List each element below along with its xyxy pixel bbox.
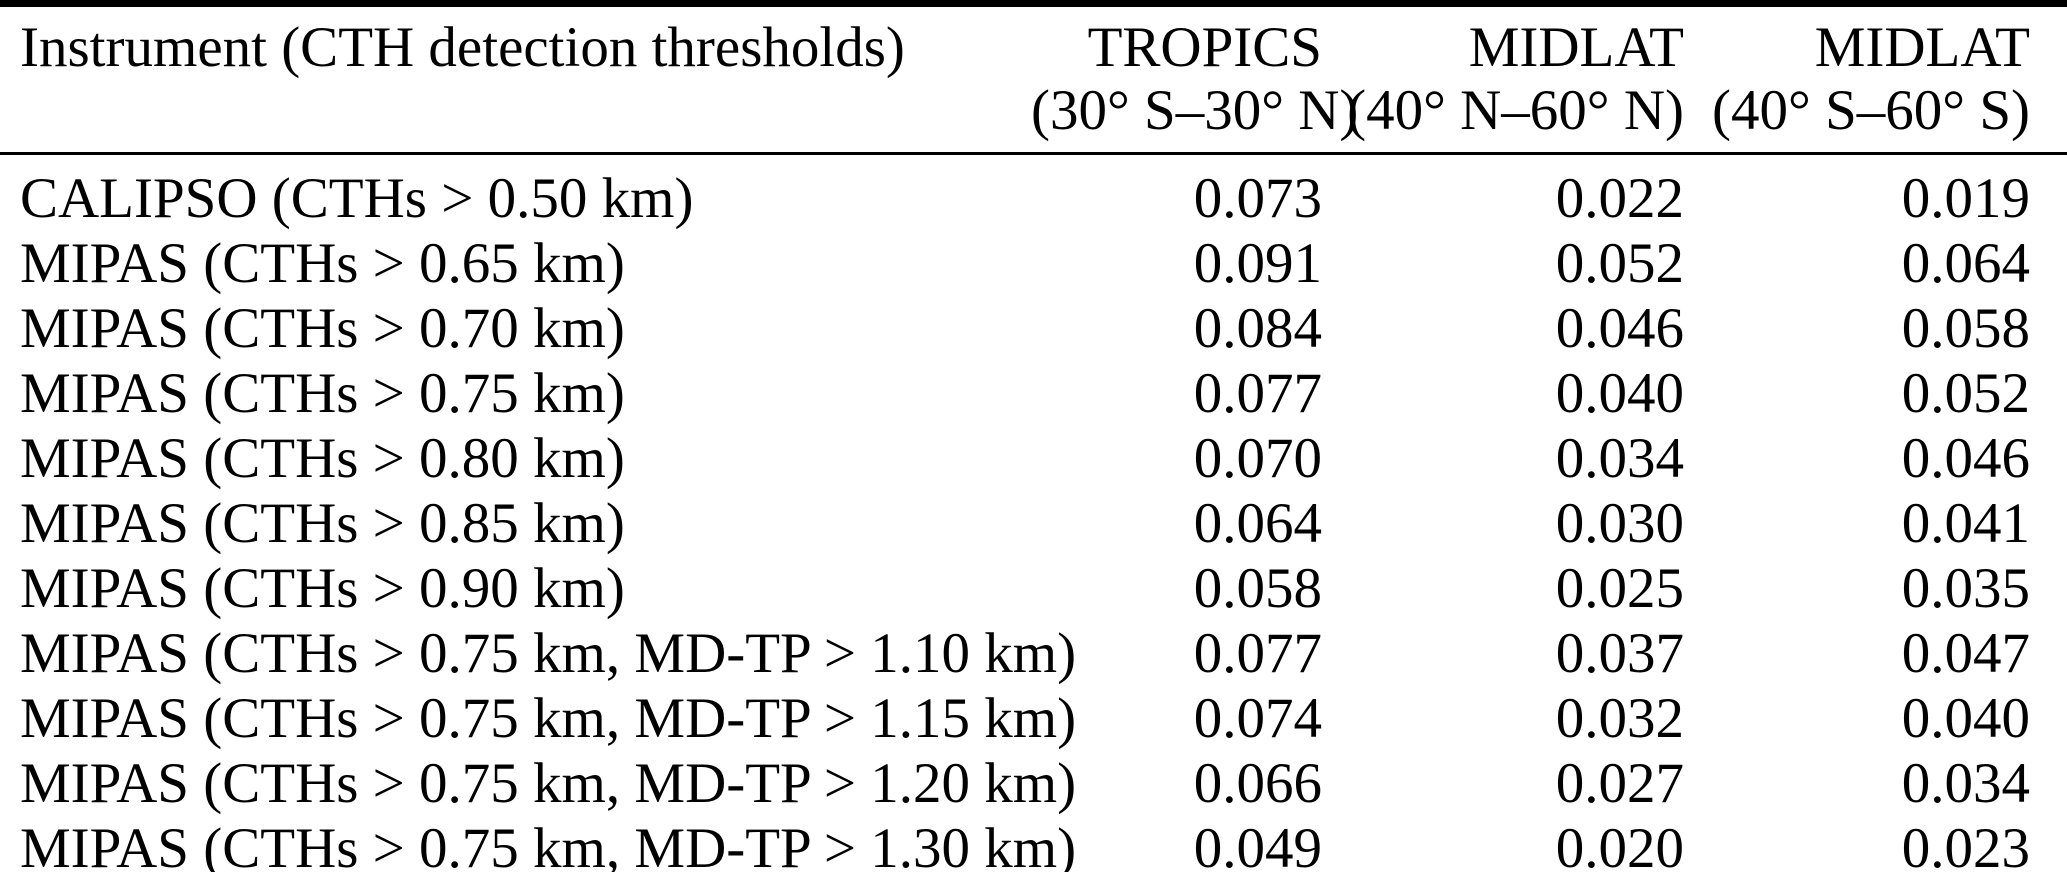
table-row: MIPAS (CTHs > 0.90 km) 0.058 0.025 0.035 (0, 556, 2067, 621)
cell-midlat-south: 0.041 (1901, 492, 2030, 555)
cell-midlat-south: 0.040 (1901, 687, 2030, 750)
cell-midlat-north: 0.032 (1555, 687, 1684, 750)
header-tropics: TROPICS (30° S–30° N) (1030, 3, 1359, 155)
header-midlat-south-range: (40° S–60° S) (1712, 79, 2030, 142)
cell-tropics: 0.049 (1193, 817, 1322, 872)
cell-midlat-north: 0.040 (1555, 362, 1684, 425)
header-tropics-label: TROPICS (1087, 16, 1322, 79)
cell-tropics: 0.077 (1193, 362, 1322, 425)
table-row: MIPAS (CTHs > 0.80 km) 0.070 0.034 0.046 (0, 426, 2067, 491)
cell-instrument: MIPAS (CTHs > 0.75 km, MD-TP > 1.30 km) (20, 817, 1077, 872)
cell-midlat-north: 0.027 (1555, 752, 1684, 815)
header-row: Instrument (CTH detection thresholds) TR… (0, 3, 2067, 155)
table-row: MIPAS (CTHs > 0.75 km, MD-TP > 1.20 km) 0… (0, 751, 2067, 816)
cell-midlat-north: 0.020 (1555, 817, 1684, 872)
cell-midlat-south: 0.058 (1901, 297, 2030, 360)
cell-instrument: MIPAS (CTHs > 0.85 km) (20, 492, 625, 555)
table-row: MIPAS (CTHs > 0.75 km, MD-TP > 1.30 km) 0… (0, 816, 2067, 872)
cell-instrument: MIPAS (CTHs > 0.75 km) (20, 362, 625, 425)
cell-midlat-south: 0.064 (1901, 232, 2030, 295)
header-midlat-north-range: (40° N–60° N) (1347, 79, 1684, 142)
cell-instrument: MIPAS (CTHs > 0.75 km, MD-TP > 1.20 km) (20, 752, 1077, 815)
cell-midlat-south: 0.034 (1901, 752, 2030, 815)
header-tropics-range: (30° S–30° N) (1031, 79, 1359, 142)
table-row: CALIPSO (CTHs > 0.50 km) 0.073 0.022 0.019 (0, 154, 2067, 232)
cell-tropics: 0.058 (1193, 557, 1322, 620)
cell-midlat-south: 0.023 (1901, 817, 2030, 872)
header-instrument: Instrument (CTH detection thresholds) (0, 3, 1030, 155)
table-row: MIPAS (CTHs > 0.75 km, MD-TP > 1.10 km) 0… (0, 621, 2067, 686)
cell-tropics: 0.066 (1193, 752, 1322, 815)
cell-tropics: 0.064 (1193, 492, 1322, 555)
header-midlat-north-label: MIDLAT (1468, 16, 1684, 79)
cell-instrument: MIPAS (CTHs > 0.80 km) (20, 427, 625, 490)
table-body: CALIPSO (CTHs > 0.50 km) 0.073 0.022 0.019 M… (0, 154, 2067, 872)
header-midlat-north: MIDLAT (40° N–60° N) (1323, 3, 1685, 155)
table-row: MIPAS (CTHs > 0.75 km) 0.077 0.040 0.052 (0, 361, 2067, 426)
cell-instrument: CALIPSO (CTHs > 0.50 km) (20, 167, 694, 230)
cell-midlat-north: 0.034 (1555, 427, 1684, 490)
table-row: MIPAS (CTHs > 0.70 km) 0.084 0.046 0.058 (0, 296, 2067, 361)
table-row: MIPAS (CTHs > 0.65 km) 0.091 0.052 0.064 (0, 231, 2067, 296)
cell-tropics: 0.070 (1193, 427, 1322, 490)
table-row: MIPAS (CTHs > 0.75 km, MD-TP > 1.15 km) 0… (0, 686, 2067, 751)
cell-instrument: MIPAS (CTHs > 0.65 km) (20, 232, 625, 295)
cell-tropics: 0.091 (1193, 232, 1322, 295)
cell-midlat-north: 0.025 (1555, 557, 1684, 620)
header-midlat-south: MIDLAT (40° S–60° S) (1685, 3, 2067, 155)
cell-midlat-north: 0.037 (1555, 622, 1684, 685)
cell-instrument: MIPAS (CTHs > 0.90 km) (20, 557, 625, 620)
header-midlat-south-label: MIDLAT (1814, 16, 2030, 79)
cell-midlat-south: 0.019 (1901, 167, 2030, 230)
cell-instrument: MIPAS (CTHs > 0.75 km, MD-TP > 1.10 km) (20, 622, 1077, 685)
cell-midlat-north: 0.030 (1555, 492, 1684, 555)
cell-midlat-south: 0.047 (1901, 622, 2030, 685)
table-row: MIPAS (CTHs > 0.85 km) 0.064 0.030 0.041 (0, 491, 2067, 556)
cell-instrument: MIPAS (CTHs > 0.70 km) (20, 297, 625, 360)
cell-midlat-south: 0.035 (1901, 557, 2030, 620)
cell-midlat-north: 0.052 (1555, 232, 1684, 295)
cell-tropics: 0.077 (1193, 622, 1322, 685)
cell-tropics: 0.084 (1193, 297, 1322, 360)
cell-tropics: 0.074 (1193, 687, 1322, 750)
table-header: Instrument (CTH detection thresholds) TR… (0, 3, 2067, 155)
cell-instrument: MIPAS (CTHs > 0.75 km, MD-TP > 1.15 km) (20, 687, 1077, 750)
cell-midlat-north: 0.022 (1555, 167, 1684, 230)
cell-midlat-south: 0.052 (1901, 362, 2030, 425)
cell-midlat-south: 0.046 (1901, 427, 2030, 490)
cell-tropics: 0.073 (1193, 167, 1322, 230)
cell-midlat-north: 0.046 (1555, 297, 1684, 360)
